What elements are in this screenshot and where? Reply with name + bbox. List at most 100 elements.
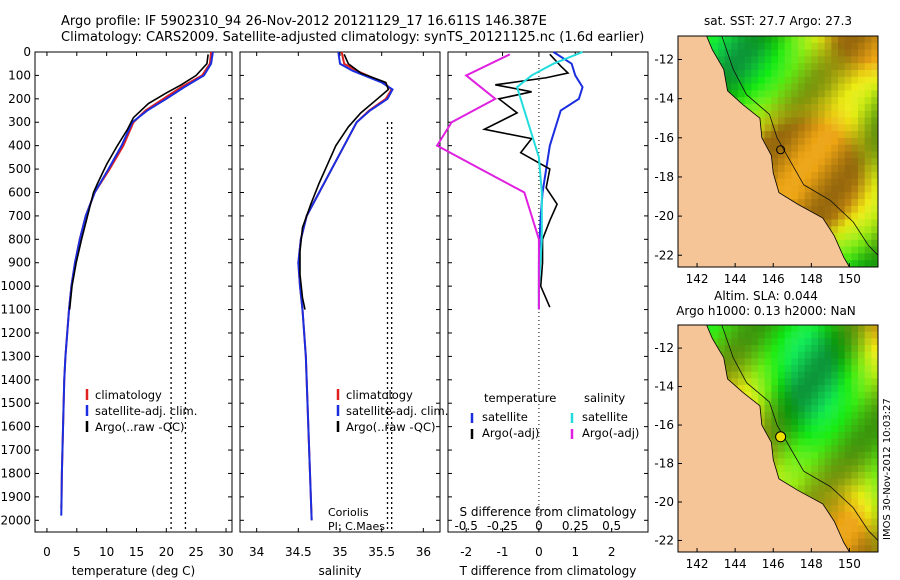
map-cell (778, 411, 786, 420)
map-cell (764, 76, 772, 85)
legend-label: satellite-adj. clim. (95, 404, 197, 418)
map-cell (731, 42, 739, 51)
map-cell (871, 56, 878, 64)
map-cell (838, 185, 846, 193)
map-cell (844, 260, 852, 267)
map-x-tick-label: 148 (800, 272, 823, 286)
map-cell (764, 36, 772, 44)
map-cell (791, 465, 799, 473)
map-cell (838, 331, 846, 339)
map-cell (738, 385, 746, 393)
map-cell (864, 398, 872, 406)
map-cell (844, 371, 852, 380)
map-cell (824, 345, 832, 353)
map-cell (778, 110, 786, 119)
map-cell (838, 226, 846, 234)
map-cell (844, 378, 852, 386)
map-cell (758, 69, 766, 78)
map-cell (724, 63, 732, 71)
map-cell (818, 185, 826, 193)
map-cell (778, 425, 786, 433)
map-cell (818, 331, 826, 339)
map-cell (824, 49, 832, 57)
map-x-tick-label: 142 (686, 272, 709, 286)
map-cell (818, 438, 826, 446)
map-cell (778, 331, 786, 339)
map-cell (738, 36, 746, 44)
map-cell (764, 358, 772, 366)
map-cell (871, 358, 878, 366)
map-cell (824, 76, 832, 85)
map-cell (864, 451, 872, 460)
map-cell (864, 358, 872, 366)
map-cell (784, 69, 792, 78)
map-cell (851, 192, 859, 200)
map-cell (838, 478, 846, 486)
map-cell (778, 171, 786, 180)
map-cell (871, 431, 878, 440)
map-cell (804, 445, 812, 453)
figure-title-line1: Argo profile: IF 5902310_94 26-Nov-2012 … (61, 14, 547, 29)
map-cell (778, 49, 786, 57)
map-cell (744, 378, 752, 386)
map-cell (871, 158, 878, 166)
map-cell (871, 131, 878, 139)
map-cell (838, 431, 846, 440)
map-cell (798, 371, 806, 380)
map-cell (811, 192, 819, 200)
map-cell (858, 398, 866, 406)
map-cell (724, 69, 732, 78)
map-cell (771, 338, 779, 346)
x-tick-label: 10 (99, 545, 114, 559)
map-cell (791, 345, 799, 353)
map-cell (831, 158, 839, 166)
map-cell (838, 451, 846, 460)
map-cell (764, 83, 772, 91)
map-cell (811, 478, 819, 486)
map-cell (771, 365, 779, 373)
map-cell (838, 351, 846, 359)
map-cell (818, 358, 826, 366)
map-cell (818, 345, 826, 353)
map-cell (844, 131, 852, 139)
map-cell (778, 445, 786, 453)
map-cell (824, 185, 832, 193)
map-cell (811, 97, 819, 105)
map-cell (831, 325, 839, 333)
map-cell (804, 391, 812, 400)
map-cell (811, 69, 819, 78)
map-cell (744, 63, 752, 71)
map-cell (798, 171, 806, 180)
map-cell (758, 63, 766, 71)
map-cell (831, 205, 839, 214)
map-cell (778, 90, 786, 98)
map-cell (731, 371, 739, 380)
map-cell (751, 103, 759, 112)
map-y-tick-label: -18 (654, 457, 674, 471)
map-cell (784, 185, 792, 193)
map-cell (831, 371, 839, 380)
map-cell (764, 411, 772, 420)
map-cell (818, 411, 826, 420)
map-cell (831, 212, 839, 221)
map-cell (758, 358, 766, 366)
map-cell (791, 42, 799, 51)
map-cell (871, 465, 878, 473)
map-cell (764, 69, 772, 78)
map-cell (818, 365, 826, 373)
map-cell (844, 398, 852, 406)
map-cell (864, 485, 872, 493)
salinity-panel-frame (239, 51, 441, 533)
map-cell (811, 49, 819, 57)
map-cell (764, 131, 772, 139)
map-cell (831, 199, 839, 207)
map-cell (844, 151, 852, 159)
map-cell (838, 498, 846, 506)
map-cell (831, 478, 839, 486)
map-cell (784, 178, 792, 187)
map-cell (784, 345, 792, 353)
map-cell (791, 144, 799, 153)
map-cell (871, 144, 878, 153)
map-cell (871, 205, 878, 214)
map-cell (838, 398, 846, 406)
